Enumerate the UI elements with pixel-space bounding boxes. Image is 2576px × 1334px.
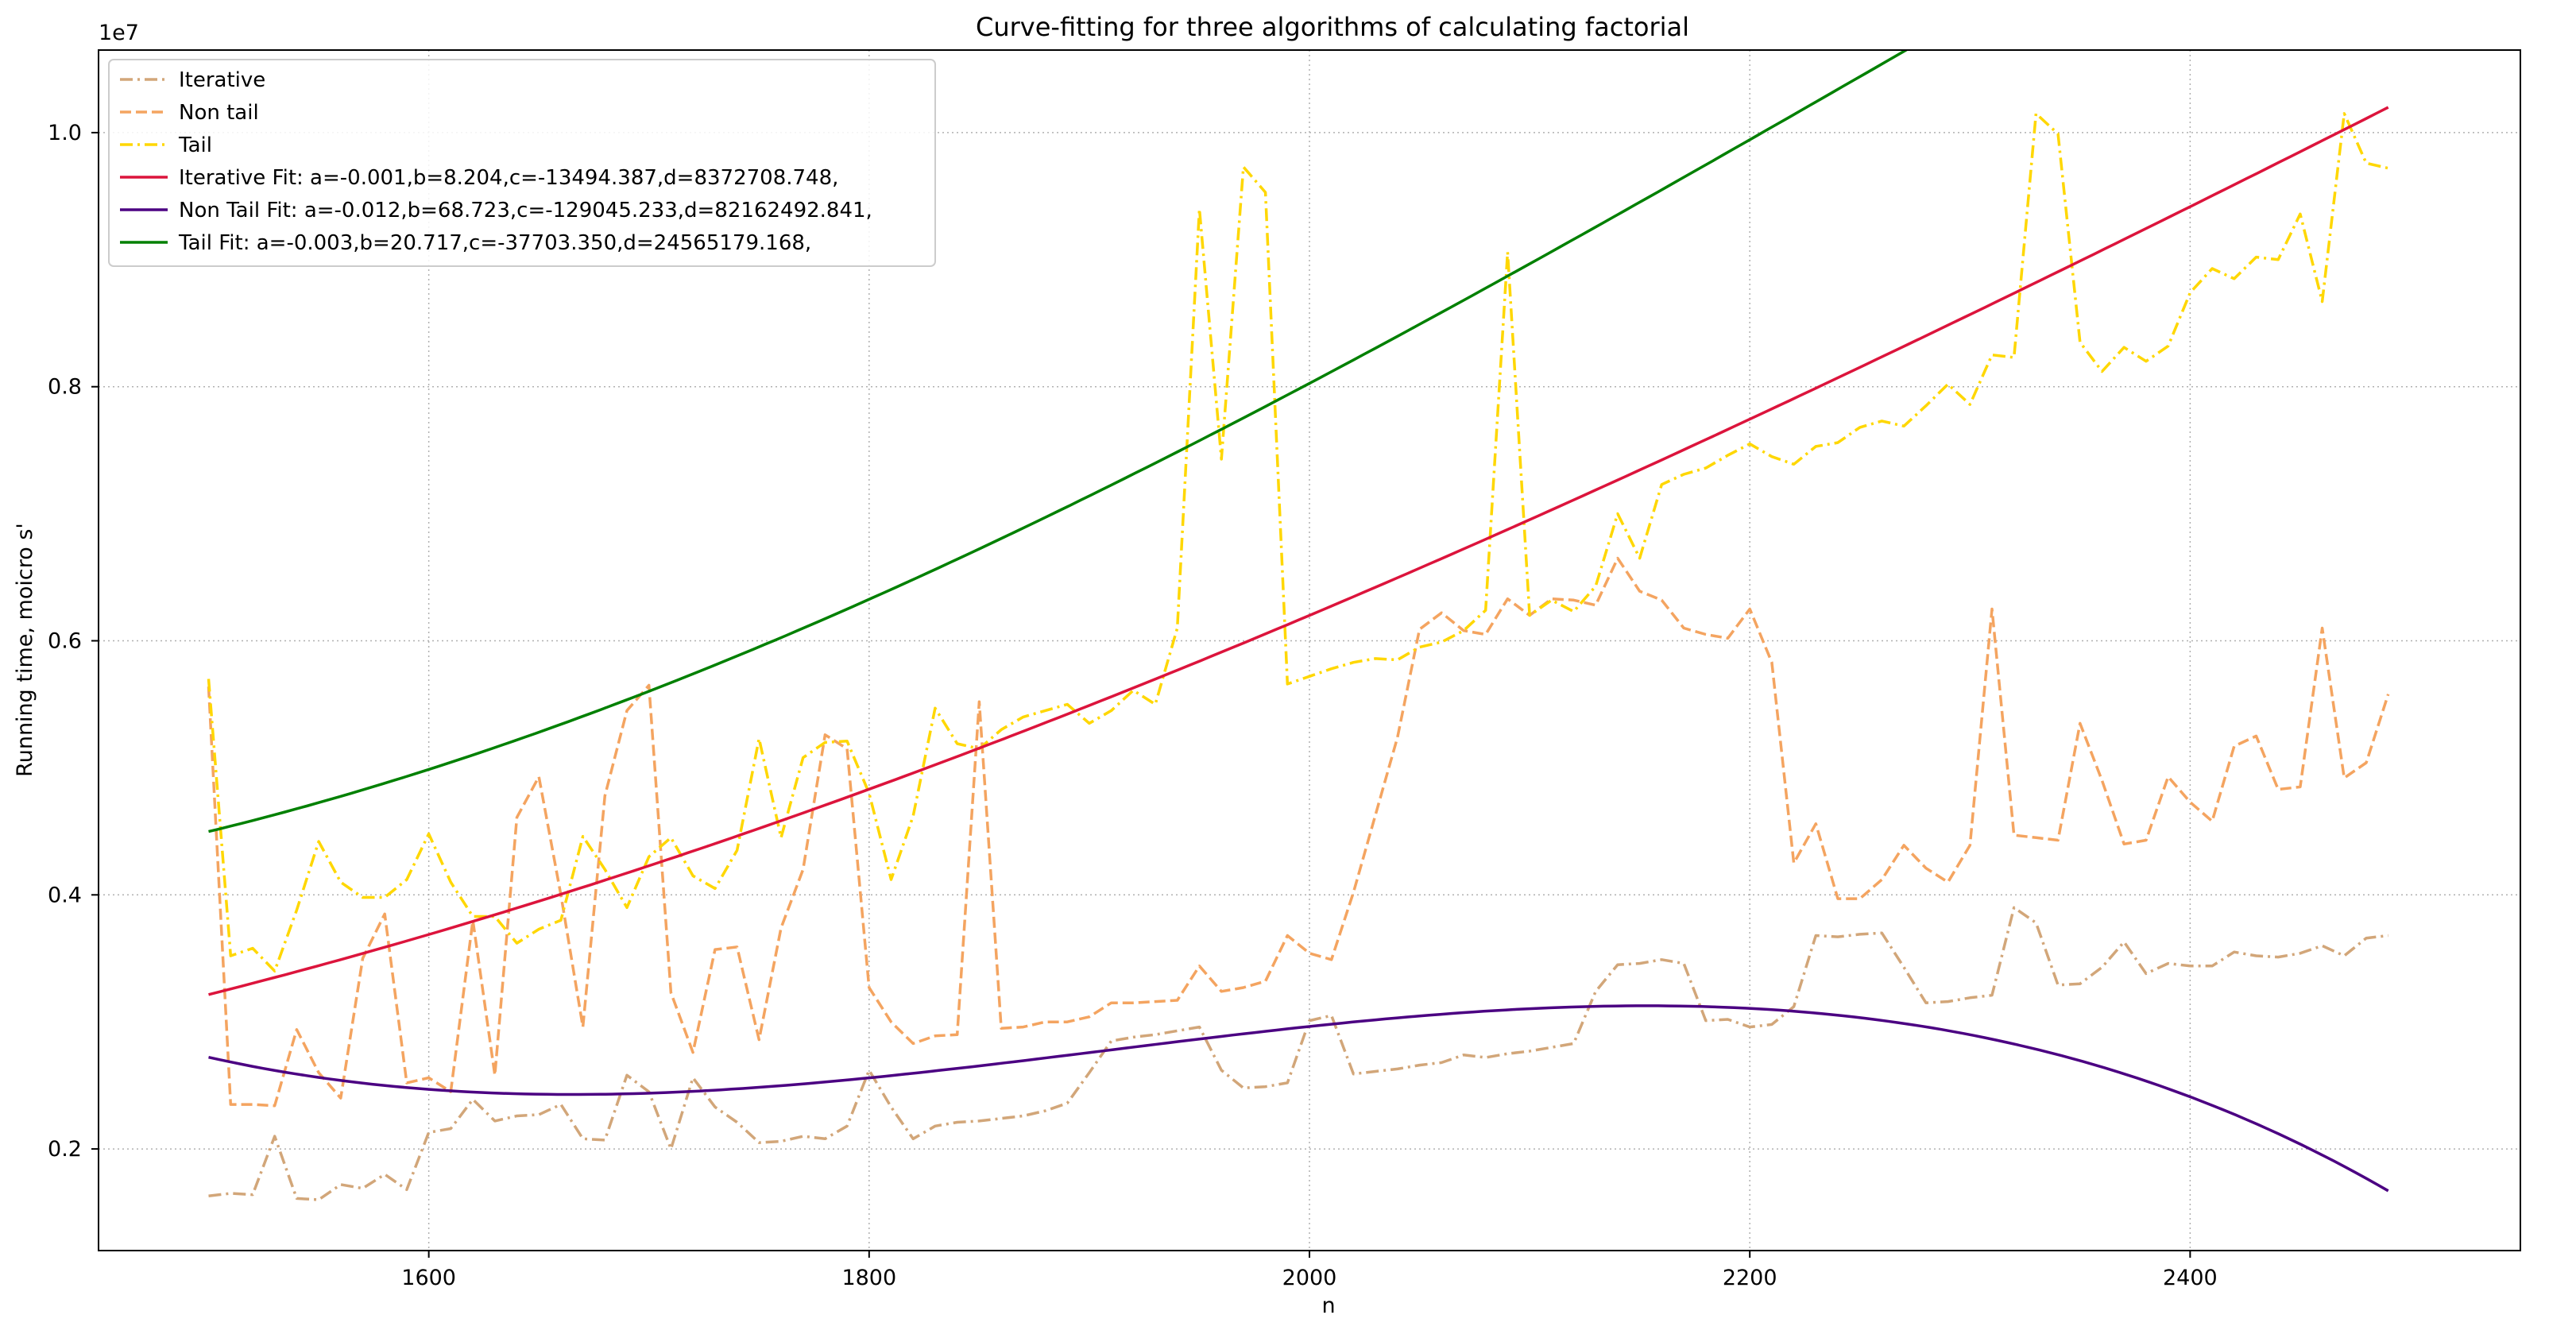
x-tick-label: 2400 — [2163, 1266, 2218, 1290]
x-axis: 1600 1800 2000 2200 2400 — [401, 1251, 2218, 1290]
series-line-iterative — [208, 906, 2388, 1201]
legend-label: Tail Fit: a=-0.003,b=20.717,c=-37703.350… — [178, 231, 811, 255]
x-tick-label: 2200 — [1723, 1266, 1777, 1290]
y-offset-label: 1e7 — [99, 21, 139, 45]
series-line-non-tail — [207, 556, 2390, 1108]
plot-area — [207, 50, 2390, 1201]
fit-line-0 — [208, 106, 2389, 996]
legend-label: Tail — [178, 133, 212, 157]
fit-line-1 — [208, 1004, 2389, 1193]
x-axis-label: n — [1321, 1293, 1335, 1318]
chart-title: Curve-fitting for three algorithms of ca… — [976, 12, 1689, 42]
legend-box — [108, 59, 936, 267]
y-tick-label: 0.8 — [48, 375, 82, 400]
fit-line-2 — [208, 50, 1909, 833]
legend-label: Non tail — [179, 101, 259, 125]
x-tick-label: 2000 — [1282, 1266, 1337, 1290]
y-axis-label: Running time, moicro s' — [13, 523, 37, 777]
legend: Iterative Non tail Tail Iterative Fit: a=-0… — [108, 59, 936, 267]
y-axis: 0.2 0.4 0.6 0.8 1.0 — [48, 121, 99, 1162]
legend-label: Iterative Fit: a=-0.001,b=8.204,c=-13494… — [179, 166, 838, 190]
x-tick-label: 1800 — [841, 1266, 896, 1290]
y-tick-label: 0.6 — [48, 629, 82, 654]
y-tick-label: 0.2 — [48, 1137, 82, 1162]
legend-label: Iterative — [179, 68, 265, 92]
series-line-tail — [207, 112, 2389, 972]
grid — [99, 50, 2520, 1251]
y-tick-label: 0.4 — [48, 883, 82, 907]
y-tick-label: 1.0 — [48, 121, 82, 145]
x-tick-label: 1600 — [401, 1266, 456, 1290]
legend-label: Non Tail Fit: a=-0.012,b=68.723,c=-12904… — [179, 199, 872, 222]
